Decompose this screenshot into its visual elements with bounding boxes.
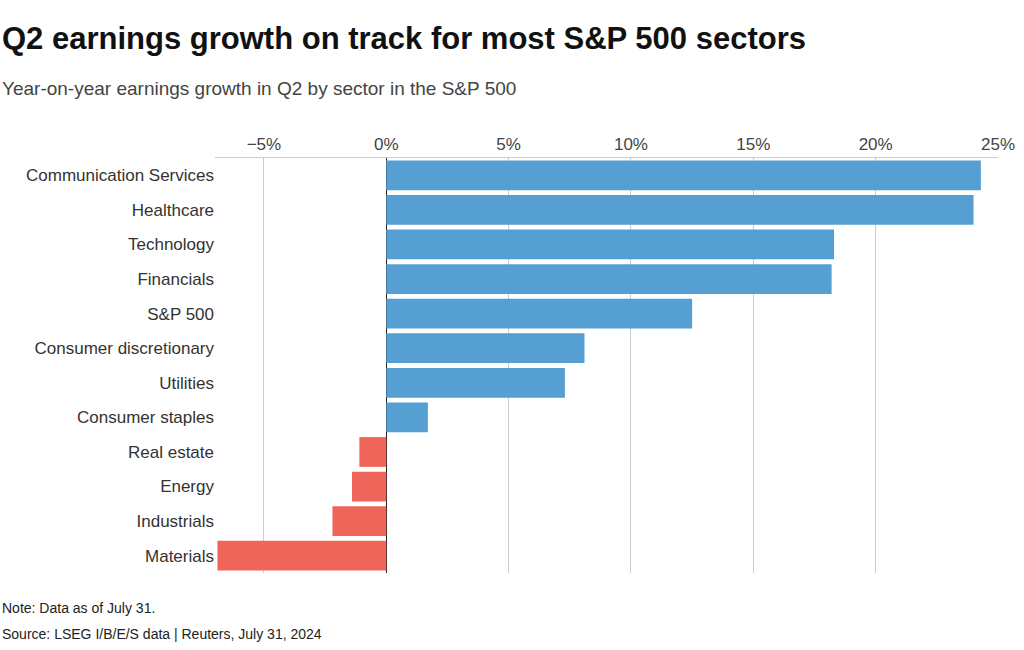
svg-text:Technology: Technology xyxy=(128,235,215,254)
svg-text:Real estate: Real estate xyxy=(128,443,214,462)
svg-text:Consumer discretionary: Consumer discretionary xyxy=(34,339,214,358)
svg-text:Consumer staples: Consumer staples xyxy=(77,408,214,427)
svg-text:Q2 earnings growth on track fo: Q2 earnings growth on track for most S&P… xyxy=(2,21,806,56)
svg-text:15%: 15% xyxy=(736,135,770,154)
svg-text:Source: LSEG I/B/E/S data | Re: Source: LSEG I/B/E/S data | Reuters, Jul… xyxy=(2,626,322,642)
svg-text:Energy: Energy xyxy=(160,477,214,496)
svg-text:Materials: Materials xyxy=(145,547,214,566)
svg-text:−5%: −5% xyxy=(247,135,282,154)
svg-text:S&P 500: S&P 500 xyxy=(147,305,214,324)
svg-text:0%: 0% xyxy=(374,135,399,154)
svg-text:Financials: Financials xyxy=(137,270,214,289)
svg-text:Year-on-year earnings growth i: Year-on-year earnings growth in Q2 by se… xyxy=(2,78,516,99)
svg-text:20%: 20% xyxy=(859,135,893,154)
svg-text:Utilities: Utilities xyxy=(159,374,214,393)
svg-text:Communication Services: Communication Services xyxy=(26,166,214,185)
svg-text:5%: 5% xyxy=(496,135,521,154)
svg-text:25%: 25% xyxy=(981,135,1015,154)
svg-text:Healthcare: Healthcare xyxy=(132,201,214,220)
svg-text:Industrials: Industrials xyxy=(137,512,214,531)
svg-text:10%: 10% xyxy=(614,135,648,154)
svg-text:Note: Data as of July 31.: Note: Data as of July 31. xyxy=(2,600,155,616)
